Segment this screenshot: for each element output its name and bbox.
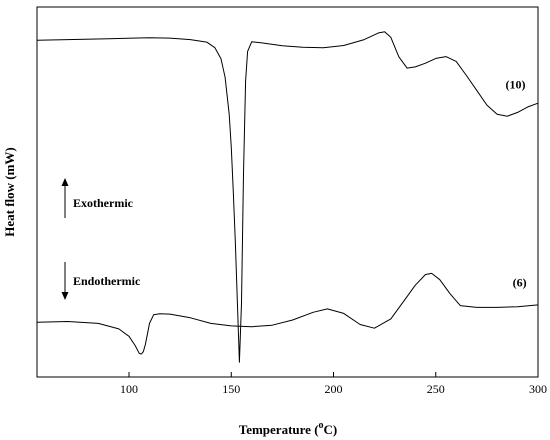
plot-frame [36,6,539,378]
x-axis-title-tail: C) [324,422,338,437]
x-axis-title-main: Temperature ( [239,422,319,437]
series-label-6: (6) [513,275,527,289]
x-axis-title-sup: o [319,420,324,431]
y-axis-title: Heat flow (mW) [2,147,17,237]
x-ticks: 100 150 200 250 300 [120,372,547,396]
x-tick-label: 250 [427,382,445,396]
exothermic-label: Exothermic [73,196,134,210]
series-line-1 [36,272,539,355]
series-lines [36,31,539,363]
x-tick-label: 150 [222,382,240,396]
x-tick-label: 200 [325,382,343,396]
x-tick-label: 300 [529,382,547,396]
endothermic-arrow [61,262,69,300]
endothermic-label: Endothermic [73,274,141,288]
x-axis-title: Temperature (oC) [239,420,338,437]
exothermic-arrow [61,178,69,218]
series-line-0 [36,31,539,363]
x-tick-label: 100 [120,382,138,396]
series-label-10: (10) [506,77,526,91]
